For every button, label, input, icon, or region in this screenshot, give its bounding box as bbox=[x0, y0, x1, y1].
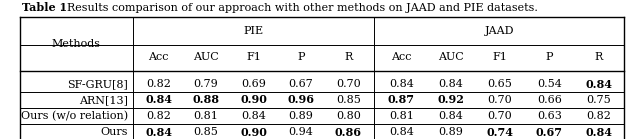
Text: 0.89: 0.89 bbox=[289, 111, 314, 121]
Text: . Results comparison of our approach with other methods on JAAD and PIE datasets: . Results comparison of our approach wit… bbox=[60, 3, 538, 13]
Text: 0.70: 0.70 bbox=[336, 79, 360, 89]
Text: 0.82: 0.82 bbox=[147, 79, 171, 89]
Text: Ours: Ours bbox=[100, 127, 128, 137]
Text: P: P bbox=[297, 52, 305, 62]
Text: F1: F1 bbox=[493, 52, 508, 62]
Text: 0.69: 0.69 bbox=[241, 79, 266, 89]
Text: 0.84: 0.84 bbox=[145, 94, 172, 105]
Text: PIE: PIE bbox=[243, 26, 264, 36]
Text: 0.84: 0.84 bbox=[389, 79, 414, 89]
Text: 0.96: 0.96 bbox=[287, 94, 314, 105]
Text: 0.81: 0.81 bbox=[389, 111, 414, 121]
Text: 0.81: 0.81 bbox=[194, 111, 218, 121]
Text: 0.84: 0.84 bbox=[438, 111, 463, 121]
Text: 0.66: 0.66 bbox=[537, 95, 562, 105]
Text: 0.54: 0.54 bbox=[537, 79, 562, 89]
Text: 0.65: 0.65 bbox=[488, 79, 513, 89]
Text: Table 1: Table 1 bbox=[22, 2, 67, 13]
Text: Methods: Methods bbox=[52, 39, 101, 49]
Text: AUC: AUC bbox=[438, 52, 463, 62]
Text: 0.90: 0.90 bbox=[240, 127, 267, 138]
Text: 0.75: 0.75 bbox=[586, 95, 611, 105]
Text: 0.80: 0.80 bbox=[336, 111, 361, 121]
Text: 0.79: 0.79 bbox=[194, 79, 218, 89]
Text: 0.86: 0.86 bbox=[335, 127, 362, 138]
Text: 0.84: 0.84 bbox=[585, 127, 612, 138]
Text: 0.88: 0.88 bbox=[193, 94, 220, 105]
Text: 0.94: 0.94 bbox=[289, 127, 314, 137]
Text: 0.84: 0.84 bbox=[389, 127, 414, 137]
Text: Ours (w/o relation): Ours (w/o relation) bbox=[20, 111, 128, 121]
Text: 0.84: 0.84 bbox=[241, 111, 266, 121]
Text: 0.63: 0.63 bbox=[537, 111, 562, 121]
Text: 0.82: 0.82 bbox=[147, 111, 171, 121]
Text: 0.90: 0.90 bbox=[240, 94, 267, 105]
Text: R: R bbox=[595, 52, 603, 62]
Text: 0.74: 0.74 bbox=[486, 127, 513, 138]
Text: 0.85: 0.85 bbox=[194, 127, 218, 137]
Text: Acc: Acc bbox=[148, 52, 169, 62]
Text: R: R bbox=[344, 52, 353, 62]
Text: ARN[13]: ARN[13] bbox=[79, 95, 128, 105]
Text: 0.84: 0.84 bbox=[145, 127, 172, 138]
Text: 0.85: 0.85 bbox=[336, 95, 361, 105]
Text: 0.87: 0.87 bbox=[388, 94, 415, 105]
Text: AUC: AUC bbox=[193, 52, 219, 62]
Text: SF-GRU[8]: SF-GRU[8] bbox=[67, 79, 128, 89]
Text: 0.70: 0.70 bbox=[488, 111, 513, 121]
Text: 0.82: 0.82 bbox=[586, 111, 611, 121]
Text: 0.84: 0.84 bbox=[585, 79, 612, 90]
Text: 0.84: 0.84 bbox=[438, 79, 463, 89]
Text: 0.67: 0.67 bbox=[536, 127, 563, 138]
Text: 0.92: 0.92 bbox=[437, 94, 464, 105]
Text: F1: F1 bbox=[246, 52, 261, 62]
Text: 0.89: 0.89 bbox=[438, 127, 463, 137]
Text: 0.67: 0.67 bbox=[289, 79, 313, 89]
Text: Acc: Acc bbox=[391, 52, 412, 62]
Text: P: P bbox=[545, 52, 553, 62]
Text: 0.70: 0.70 bbox=[488, 95, 513, 105]
Text: JAAD: JAAD bbox=[485, 26, 515, 36]
